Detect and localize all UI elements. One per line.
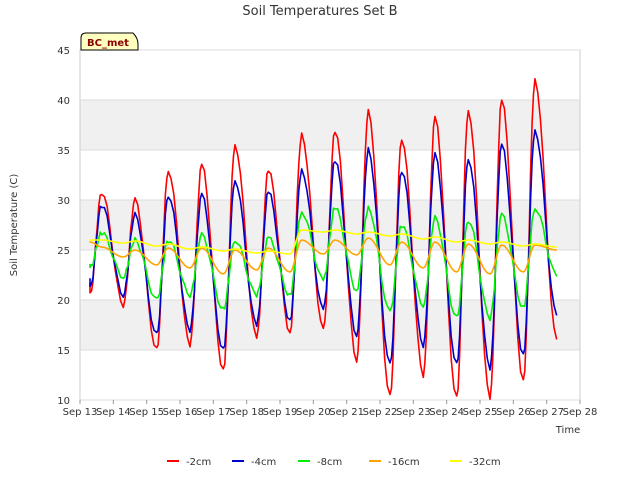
y-tick-label: 25 (57, 246, 70, 257)
x-tick-label: Sep 14 (96, 407, 131, 418)
x-tick-label: Sep 18 (229, 407, 264, 418)
y-tick-label: 30 (57, 196, 70, 207)
y-axis-label: Soil Temperature (C) (9, 174, 20, 277)
x-tick-label: Sep 17 (196, 407, 231, 418)
y-tick-label: 10 (57, 396, 70, 407)
x-tick-label: Sep 19 (263, 407, 298, 418)
y-tick-label: 15 (57, 346, 70, 357)
x-axis-label: Time (555, 425, 580, 436)
site-badge-label: BC_met (87, 38, 129, 49)
x-tick-label: Sep 23 (396, 407, 431, 418)
legend-label: -32cm (469, 457, 501, 468)
x-tick-label: Sep 26 (496, 407, 531, 418)
series-lines (89, 78, 558, 400)
legend: -2cm -4cm -8cm -16cm -32cm (167, 457, 501, 468)
x-tick-label: Sep 28 (563, 407, 598, 418)
legend-label: -4cm (251, 457, 276, 468)
x-tick-label: Sep 13 (63, 407, 98, 418)
y-tick-label: 35 (57, 146, 70, 157)
x-tick-label: Sep 16 (163, 407, 198, 418)
grid-band (80, 100, 580, 150)
site-badge: BC_met (80, 32, 139, 51)
y-tick-label: 45 (57, 46, 70, 57)
x-tick-label: Sep 24 (429, 407, 464, 418)
y-tick-label: 20 (57, 296, 70, 307)
chart-title: Soil Temperatures Set B (242, 4, 397, 19)
x-tick-label: Sep 15 (129, 407, 164, 418)
series-line--4cm (89, 129, 558, 371)
x-tick-label: Sep 27 (529, 407, 564, 418)
x-tick-label: Sep 25 (463, 407, 498, 418)
x-tick-label: Sep 22 (363, 407, 398, 418)
series-line--32cm (90, 229, 557, 255)
x-tick-label: Sep 20 (296, 407, 331, 418)
legend-label: -8cm (317, 457, 342, 468)
y-tick-label: 40 (57, 96, 70, 107)
x-tick-label: Sep 21 (329, 407, 364, 418)
grid-band (80, 300, 580, 350)
y-axis-ticks: 10 15 20 25 30 35 40 45 (57, 46, 580, 407)
legend-label: -16cm (388, 457, 420, 468)
legend-label: -2cm (186, 457, 211, 468)
series-line--16cm (89, 237, 557, 275)
